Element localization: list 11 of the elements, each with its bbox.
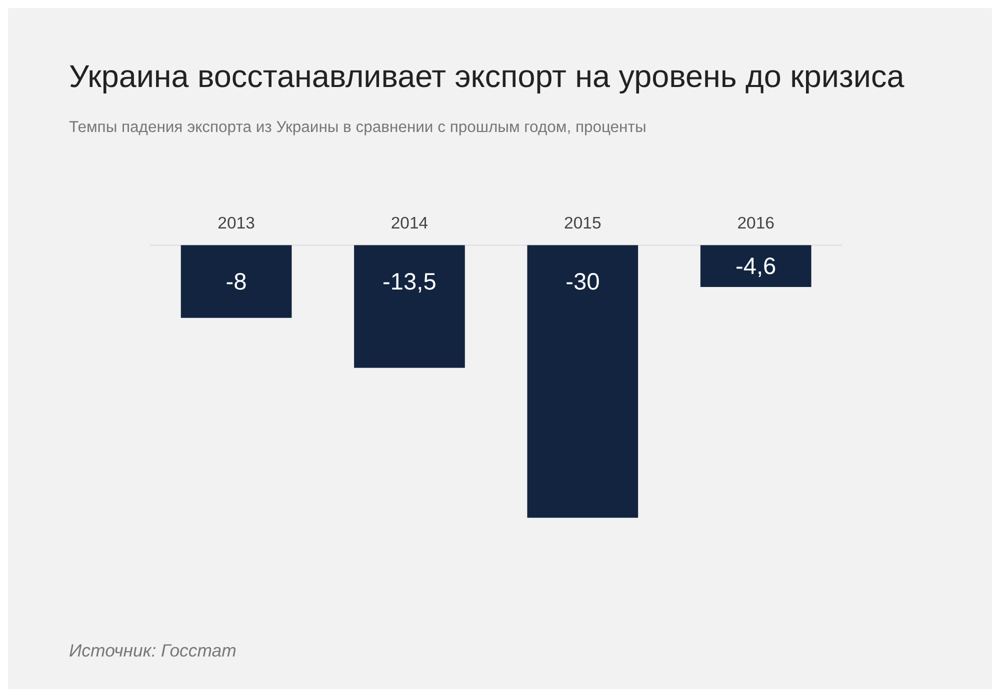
x-tick-label: 2015 — [564, 213, 602, 232]
data-label: -13,5 — [382, 269, 436, 296]
x-tick-label: 2014 — [390, 213, 428, 232]
data-label: -4,6 — [735, 254, 776, 280]
text: Источник: Госстат — [69, 640, 236, 660]
chart-subtitle: Темпы падения экспорта из Украины в сравнении с прошлым годом, проценты — [69, 119, 646, 136]
x-tick-label: 2013 — [218, 213, 255, 232]
x-tick-label: 2016 — [737, 213, 774, 232]
chart-title: Украина восстанавливает экспорт на уровень до кризиса — [69, 58, 905, 94]
data-label: -30 — [566, 269, 600, 296]
data-label: -8 — [226, 269, 247, 296]
